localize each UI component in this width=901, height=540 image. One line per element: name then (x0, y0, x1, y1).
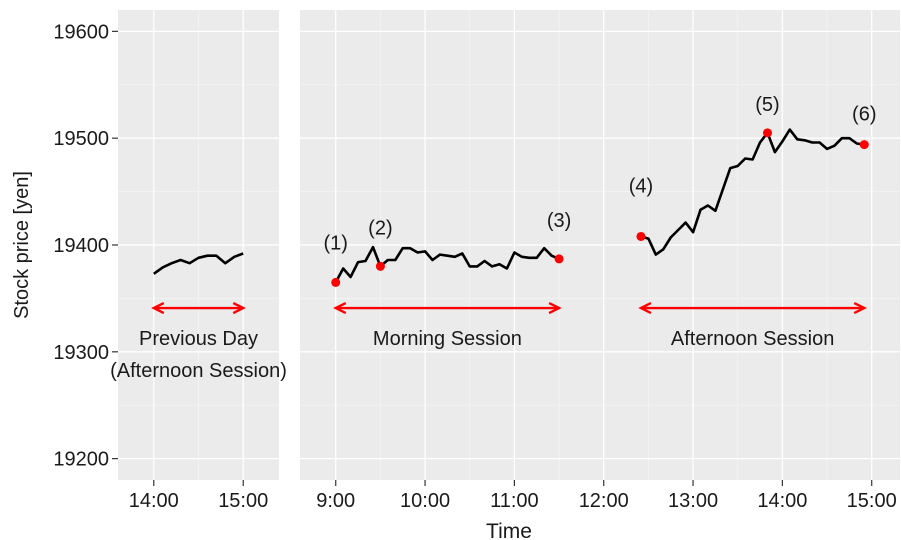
arrowhead-right (853, 301, 867, 315)
arrowhead-left (333, 301, 347, 315)
panel-2: 9:00 10:00 11:00 12:00 13:00 14:00 15:00 Mornin… (300, 10, 900, 512)
y-axis-label: Stock price [yen] (11, 171, 33, 319)
point-label: (3) (547, 210, 571, 232)
session-annotation: (Afternoon Session) (110, 360, 287, 382)
highlight-point (859, 140, 869, 150)
y-tick-label: 19600 (53, 21, 109, 43)
x-tick-label: 11:00 (490, 490, 539, 512)
highlight-point (375, 261, 385, 271)
price-line (153, 252, 244, 275)
x-tick-label: 10:00 (400, 490, 450, 512)
session-annotation: Morning Session (373, 328, 522, 350)
arrowhead-right (548, 301, 562, 315)
y-tick-label: 19200 (53, 449, 109, 471)
point-label: (2) (368, 217, 392, 239)
y-tick-label: 19500 (53, 128, 109, 150)
arrowhead-right (232, 301, 246, 315)
x-tick-label: 9:00 (316, 490, 355, 512)
x-axis-label: Time (486, 520, 532, 540)
x-tick-label: 15:00 (218, 490, 268, 512)
x-tick-label: 14:00 (757, 490, 807, 512)
price-line (640, 128, 865, 256)
x-tick-label: 12:00 (579, 490, 629, 512)
point-label: (4) (629, 175, 653, 197)
x-tick-label: 14:00 (129, 490, 179, 512)
session-annotation: Previous Day (139, 328, 258, 350)
highlight-point (554, 254, 564, 264)
y-axis: 19200 19300 19400 19500 19600 (53, 21, 118, 471)
x-tick-label: 13:00 (668, 490, 718, 512)
price-line (334, 245, 560, 284)
session-annotation: Afternoon Session (671, 328, 834, 350)
y-tick-label: 19300 (53, 342, 109, 364)
point-label: (5) (755, 94, 779, 116)
panels-layer: 14:00 15:00 Previous Day (Afternoon Session… (110, 10, 900, 512)
highlight-point (762, 128, 772, 138)
arrowhead-left (151, 301, 165, 315)
x-tick-label: 15:00 (847, 490, 897, 512)
y-tick-label: 19400 (53, 235, 109, 257)
point-label: (1) (324, 232, 348, 254)
point-label: (6) (852, 104, 876, 126)
panel-1: 14:00 15:00 Previous Day (Afternoon Session… (110, 10, 287, 512)
highlight-point (636, 231, 646, 241)
arrowhead-left (638, 301, 652, 315)
highlight-point (331, 277, 341, 287)
